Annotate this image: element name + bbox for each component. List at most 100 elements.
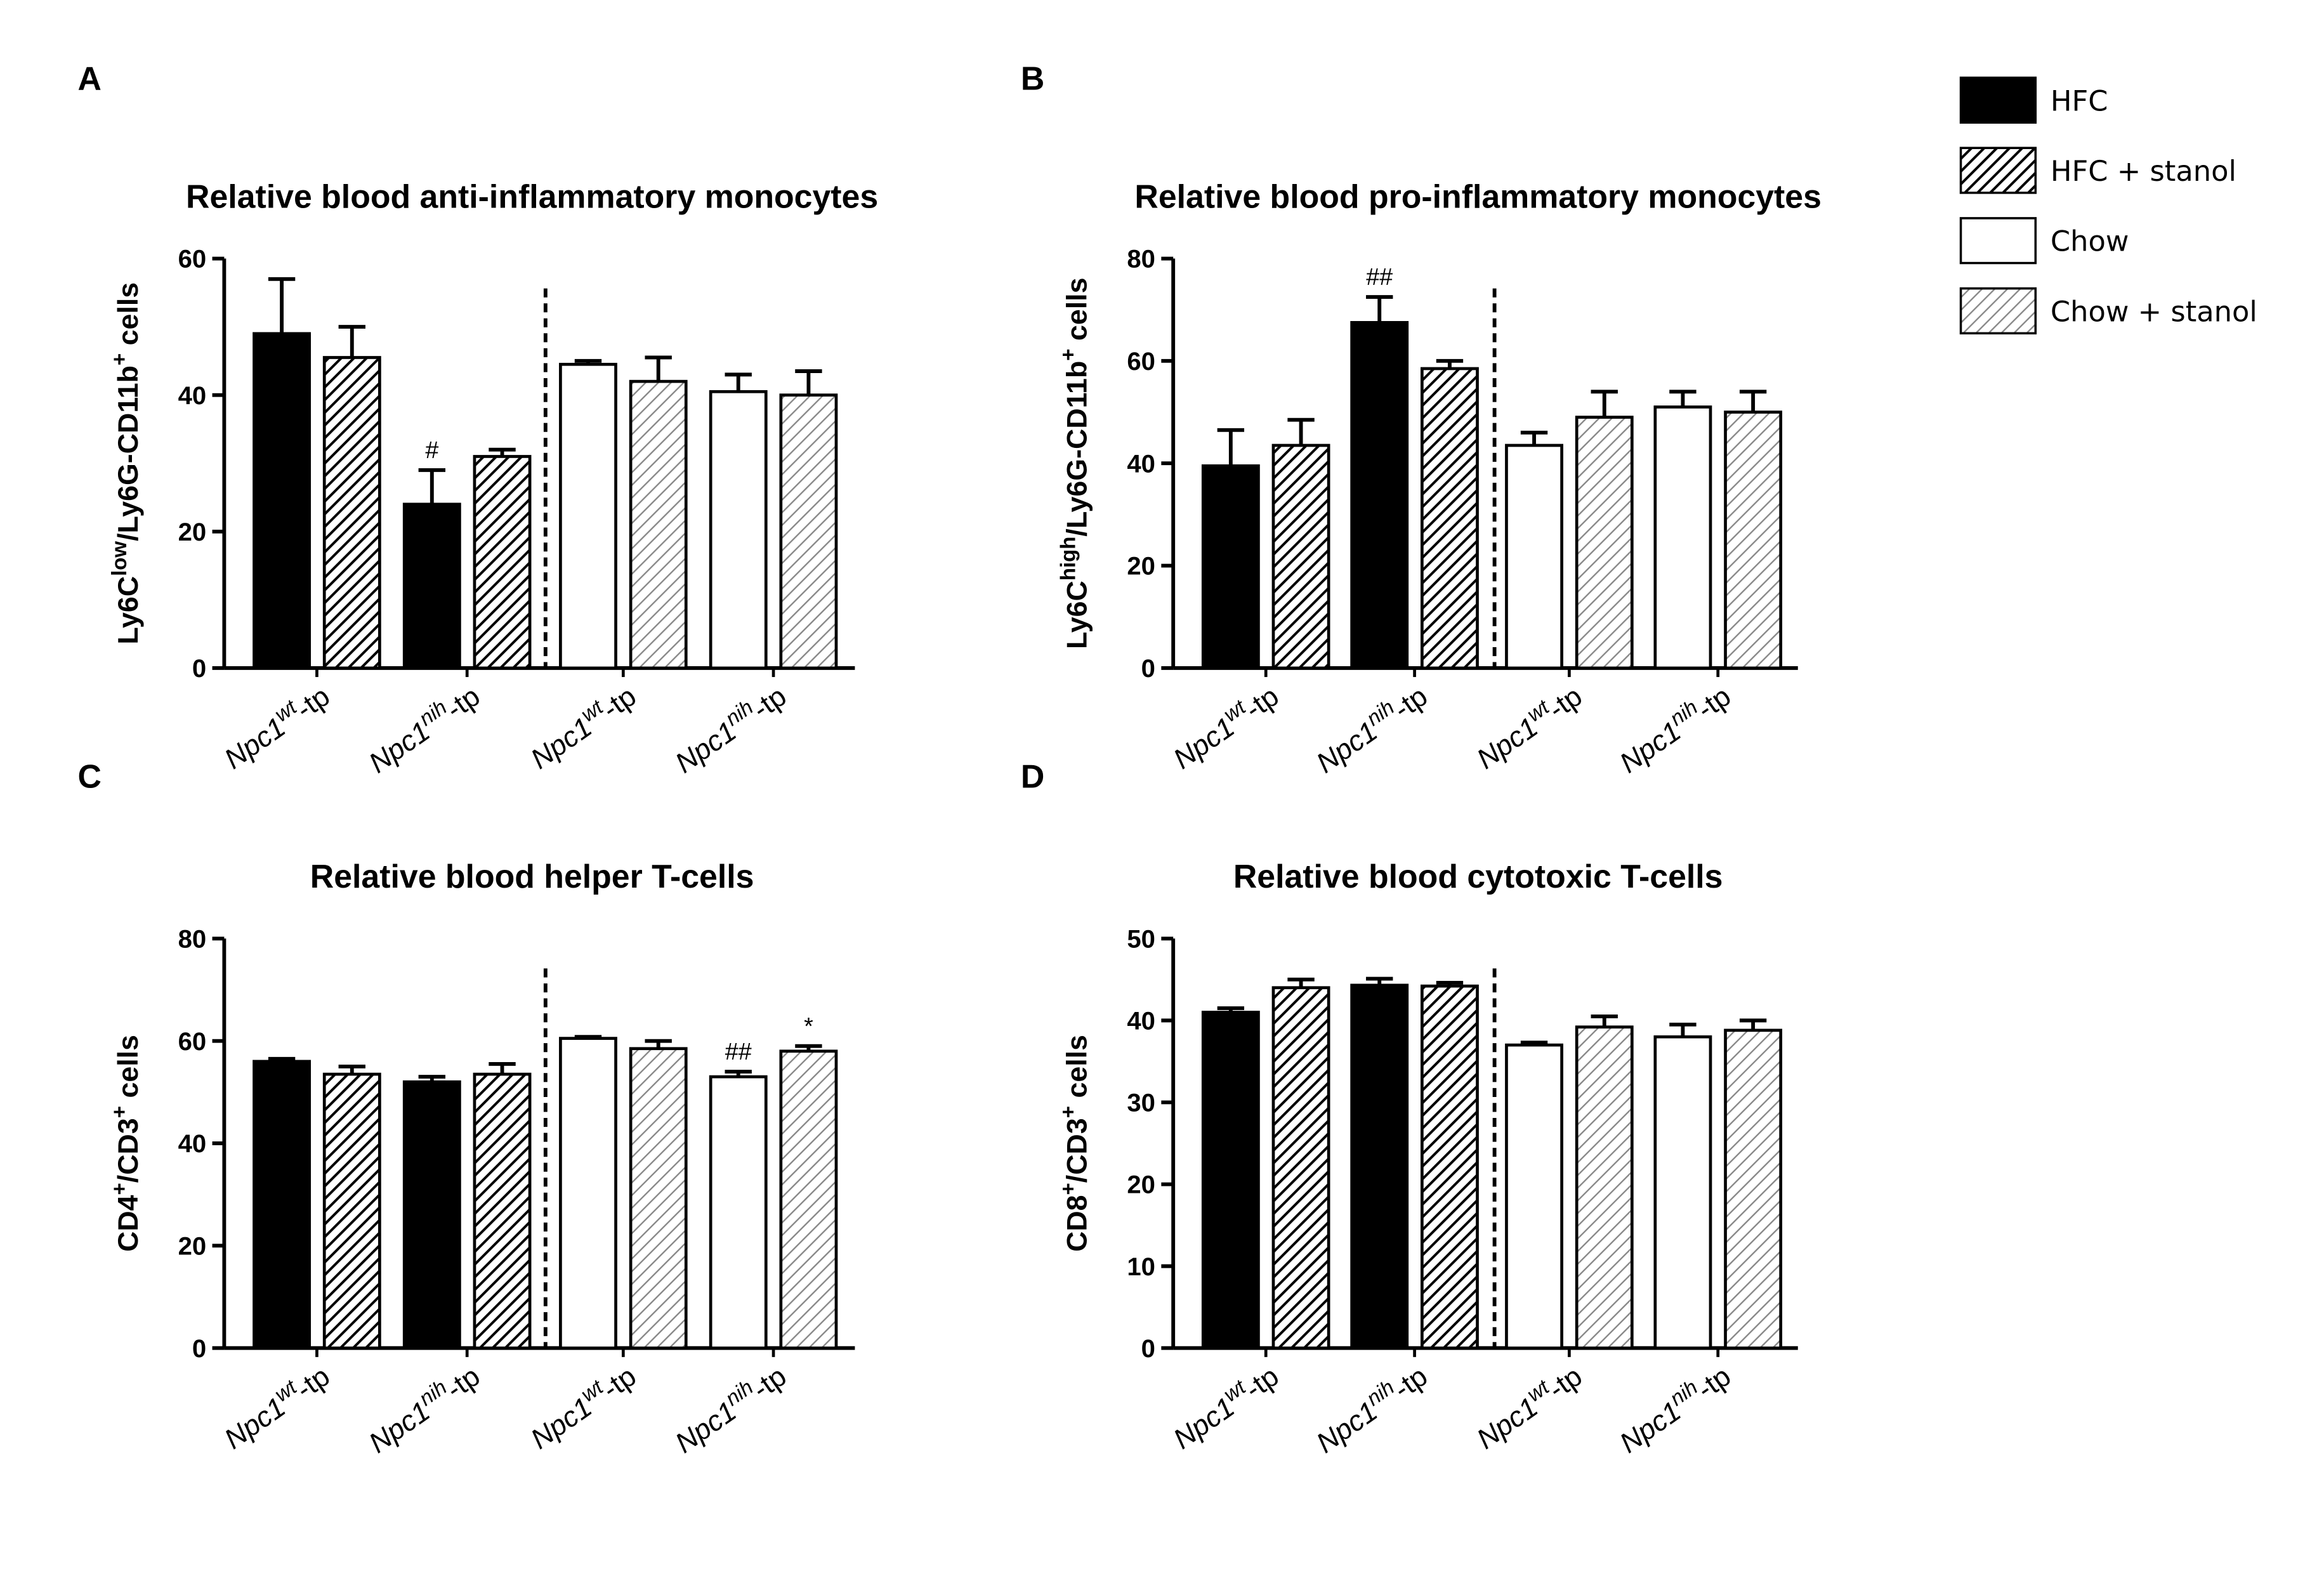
y-tick-label: 40	[1127, 1008, 1155, 1035]
suffix: -tp	[1691, 680, 1736, 725]
y-tick-label: 20	[178, 1232, 207, 1260]
y-label-part: /Ly6G-CD11b	[1061, 361, 1093, 537]
bar	[559, 1037, 617, 1350]
chart-title: Relative blood cytotoxic T-cells	[1233, 858, 1723, 895]
bar	[1271, 986, 1330, 1350]
bar	[253, 332, 312, 670]
panel-letter: B	[1021, 60, 1044, 96]
chart-title: Relative blood pro-inflammatory monocyte…	[1134, 178, 1822, 214]
y-label-part: Ly6C	[1061, 581, 1093, 649]
bar	[1350, 321, 1409, 670]
bar	[709, 390, 768, 670]
y-tick-label: 0	[192, 655, 206, 683]
suffix: -tp	[596, 680, 641, 725]
x-tick-label: Npc1wt-tp	[522, 1356, 642, 1455]
y-label-part: +	[1056, 1183, 1079, 1195]
bar	[1421, 984, 1479, 1350]
suffix: -tp	[440, 1360, 485, 1405]
y-tick-label: 0	[192, 1335, 206, 1363]
panel-letter: A	[78, 60, 102, 96]
suffix: -tp	[747, 680, 792, 725]
chart-title: Relative blood helper T-cells	[310, 858, 754, 895]
suffix: -tp	[596, 1360, 641, 1405]
y-label-part: +	[107, 353, 130, 365]
suffix: -tp	[1542, 680, 1587, 725]
bar	[1271, 443, 1330, 670]
significance-marker: ##	[725, 1038, 752, 1065]
suffix: -tp	[290, 680, 335, 725]
bar	[1575, 1025, 1634, 1350]
x-tick-label: Npc1wt-tp	[1468, 676, 1588, 775]
legend-swatch	[1959, 217, 2037, 265]
bar	[1724, 1028, 1783, 1350]
y-tick-label: 40	[178, 1130, 207, 1158]
bar	[559, 362, 617, 670]
x-tick-label: Npc1wt-tp	[1468, 1356, 1588, 1455]
suffix: -tp	[1691, 1360, 1736, 1405]
bar	[779, 393, 838, 670]
y-tick-label: 30	[1127, 1089, 1155, 1117]
bar	[1653, 405, 1712, 670]
bar	[1201, 1011, 1260, 1350]
y-tick-label: 60	[178, 1028, 207, 1056]
bar	[1653, 1035, 1712, 1350]
y-axis-label: Ly6Chigh/Ly6G-CD11b+ cells	[1056, 277, 1093, 648]
y-label-part: cells	[1061, 1035, 1093, 1106]
y-tick-label: 20	[1127, 1171, 1155, 1199]
chart-title: Relative blood anti-inflammatory monocyt…	[186, 178, 878, 214]
legend-label: HFC + stanol	[2051, 154, 2236, 188]
bar	[629, 1047, 688, 1350]
y-tick-label: 80	[178, 925, 207, 953]
legend-swatch	[1959, 287, 2037, 335]
bar	[253, 1060, 312, 1350]
y-tick-label: 60	[1127, 348, 1155, 376]
bar	[402, 1080, 461, 1350]
bar	[1201, 464, 1260, 670]
y-tick-label: 40	[1127, 450, 1155, 478]
y-tick-label: 10	[1127, 1253, 1155, 1281]
bar	[322, 1072, 381, 1350]
y-tick-label: 50	[1127, 925, 1155, 953]
y-tick-label: 0	[1141, 1335, 1155, 1363]
y-label-part: low	[107, 541, 130, 576]
bar	[1421, 367, 1479, 670]
legend-swatch	[1959, 76, 2037, 124]
y-label-part: +	[1056, 348, 1079, 360]
x-tick-label: Npc1nih-tp	[1308, 676, 1433, 779]
y-label-part: cells	[1061, 277, 1093, 348]
bar	[322, 356, 381, 670]
x-tick-label: Npc1nih-tp	[1308, 1356, 1433, 1459]
y-label-part: +	[1056, 1106, 1079, 1118]
suffix: -tp	[1239, 680, 1284, 725]
y-tick-label: 0	[1141, 655, 1155, 683]
panel-letter: D	[1021, 758, 1044, 794]
x-tick-label: Npc1wt-tp	[1165, 1356, 1285, 1455]
significance-marker: ##	[1366, 263, 1393, 290]
y-label-part: /CD3	[112, 1118, 144, 1183]
suffix: -tp	[1239, 1360, 1284, 1405]
x-tick-label: Npc1nih-tp	[360, 676, 485, 779]
x-tick-label: Npc1wt-tp	[216, 676, 336, 775]
y-axis-label: Ly6Clow/Ly6G-CD11b+ cells	[107, 282, 144, 645]
bar	[402, 502, 461, 670]
y-label-part: +	[107, 1183, 130, 1195]
legend-label: HFC	[2051, 84, 2108, 117]
y-label-part: CD4	[112, 1195, 144, 1252]
y-tick-label: 80	[1127, 246, 1155, 273]
y-label-part: CD8	[1061, 1195, 1093, 1252]
bar	[1724, 411, 1783, 670]
y-label-part: high	[1056, 537, 1079, 581]
y-tick-label: 20	[178, 518, 207, 546]
significance-marker: *	[804, 1013, 813, 1039]
y-label-part: Ly6C	[112, 576, 144, 645]
y-axis-label: CD8+/CD3+ cells	[1056, 1035, 1093, 1252]
suffix: -tp	[1388, 1360, 1433, 1405]
x-tick-label: Npc1wt-tp	[1165, 676, 1285, 775]
suffix: -tp	[747, 1360, 792, 1405]
x-tick-label: Npc1nih-tp	[666, 676, 792, 779]
x-tick-label: Npc1wt-tp	[216, 1356, 336, 1455]
legend-swatch	[1959, 147, 2037, 194]
suffix: -tp	[1542, 1360, 1587, 1405]
y-tick-label: 20	[1127, 553, 1155, 581]
